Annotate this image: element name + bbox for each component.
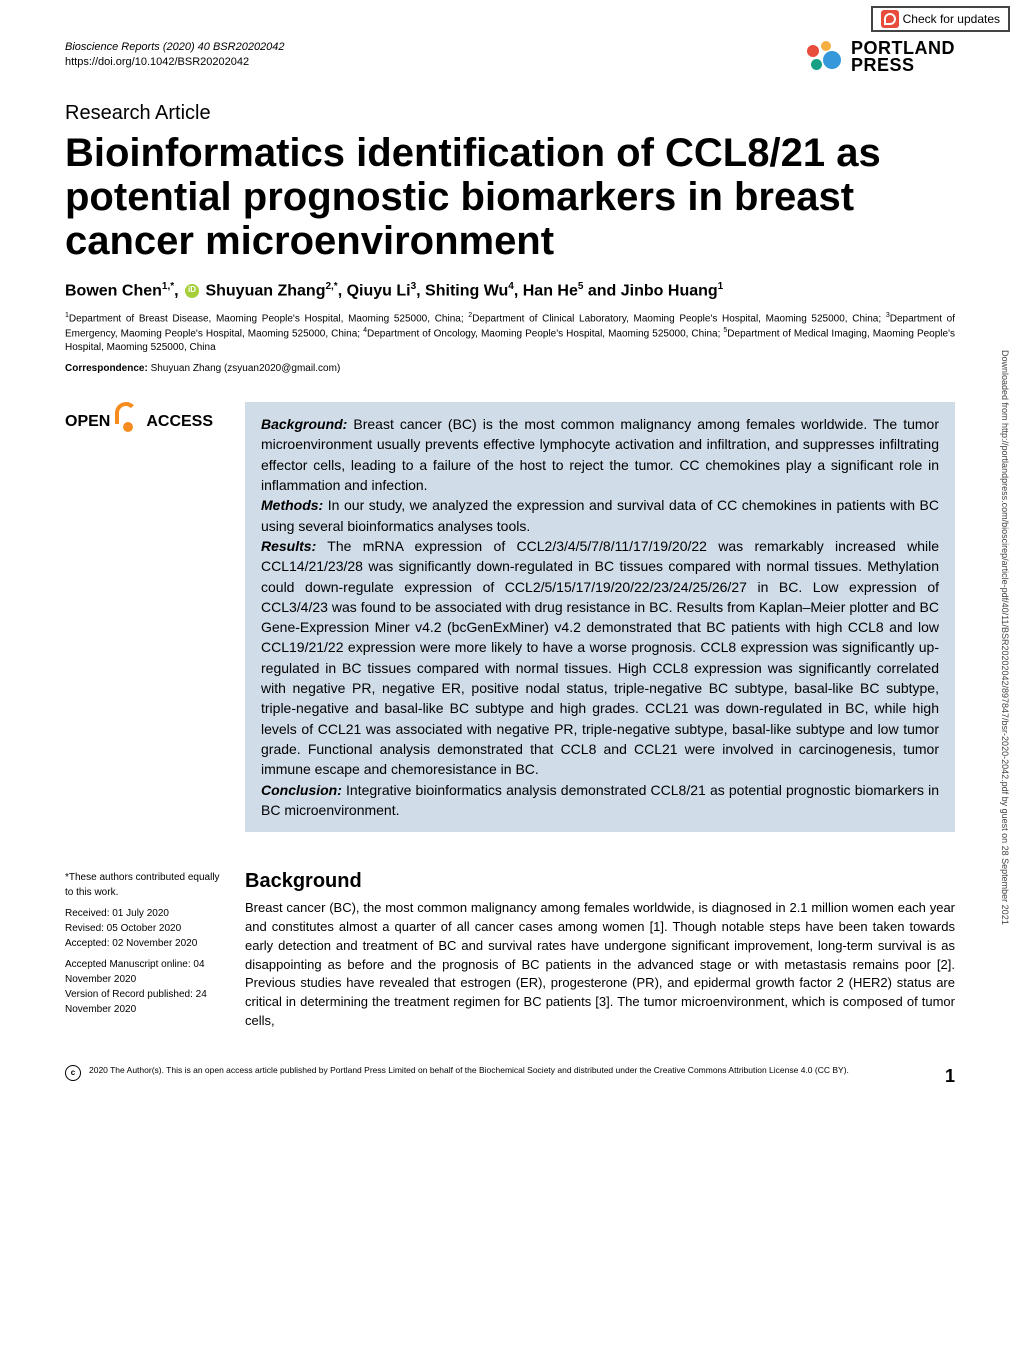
logo-dot: [821, 41, 831, 51]
correspondence-text: Shuyuan Zhang (zsyuan2020@gmail.com): [148, 363, 340, 374]
article-title: Bioinformatics identification of CCL8/21…: [65, 131, 955, 263]
page-number: 1: [945, 1065, 955, 1088]
accepted-date: Accepted: 02 November 2020: [65, 938, 197, 949]
background-section: Background Breast cancer (BC), the most …: [245, 870, 955, 1031]
open-access-badge: OPEN ACCESS: [65, 402, 225, 442]
header-row: Bioscience Reports (2020) 40 BSR20202042…: [65, 40, 955, 74]
logo-dot: [807, 45, 819, 57]
abstract-background: Breast cancer (BC) is the most common ma…: [261, 416, 939, 493]
article-type: Research Article: [65, 102, 955, 125]
abstract-results-label: Results:: [261, 538, 316, 554]
authors-list: Bowen Chen1,*, Shuyuan Zhang2,*, Qiuyu L…: [65, 281, 955, 300]
license-text: 2020 The Author(s). This is an open acce…: [89, 1065, 937, 1076]
equal-contrib: *These authors contributed equally to th…: [65, 870, 225, 900]
published-date: Version of Record published: 24 November…: [65, 989, 207, 1015]
abstract-methods-label: Methods:: [261, 497, 323, 513]
journal-citation: Bioscience Reports (2020) 40 BSR20202042: [65, 40, 285, 55]
revised-date: Revised: 05 October 2020: [65, 923, 181, 934]
logo-dot: [811, 59, 822, 70]
footnotes-row: *These authors contributed equally to th…: [65, 870, 955, 1031]
online-date: Accepted Manuscript online: 04 November …: [65, 959, 205, 985]
oa-left: OPEN: [65, 413, 110, 431]
article-page: Bioscience Reports (2020) 40 BSR20202042…: [0, 0, 1020, 1108]
open-access-logo: OPEN ACCESS: [65, 402, 225, 442]
journal-doi: https://doi.org/10.1042/BSR20202042: [65, 55, 285, 70]
oa-right: ACCESS: [146, 413, 213, 431]
journal-info: Bioscience Reports (2020) 40 BSR20202042…: [65, 40, 285, 71]
abstract-row: OPEN ACCESS Background: Breast cancer (B…: [65, 402, 955, 832]
publisher-logo-icon: [807, 41, 845, 73]
abstract-background-label: Background:: [261, 416, 347, 432]
open-access-lock-icon: [114, 402, 142, 442]
correspondence: Correspondence: Shuyuan Zhang (zsyuan202…: [65, 363, 955, 374]
cc-icon: c: [65, 1065, 81, 1081]
affiliations: 1Department of Breast Disease, Maoming P…: [65, 311, 955, 356]
footer: c 2020 The Author(s). This is an open ac…: [65, 1065, 955, 1088]
abstract-methods: In our study, we analyzed the expression…: [261, 497, 939, 533]
publisher-name: PORTLAND PRESS: [851, 40, 955, 74]
section-heading: Background: [245, 870, 955, 893]
body-text: Breast cancer (BC), the most common mali…: [245, 899, 955, 1031]
logo-dot: [823, 51, 841, 69]
orcid-icon[interactable]: [185, 284, 199, 298]
article-dates: *These authors contributed equally to th…: [65, 870, 225, 1031]
abstract-conclusion: Integrative bioinformatics analysis demo…: [261, 782, 939, 818]
publisher-logo: PORTLAND PRESS: [807, 40, 955, 74]
correspondence-label: Correspondence:: [65, 363, 148, 374]
abstract-conclusion-label: Conclusion:: [261, 782, 342, 798]
abstract-results: The mRNA expression of CCL2/3/4/5/7/8/11…: [261, 538, 939, 777]
abstract-box: Background: Breast cancer (BC) is the mo…: [245, 402, 955, 832]
received-date: Received: 01 July 2020: [65, 908, 169, 919]
